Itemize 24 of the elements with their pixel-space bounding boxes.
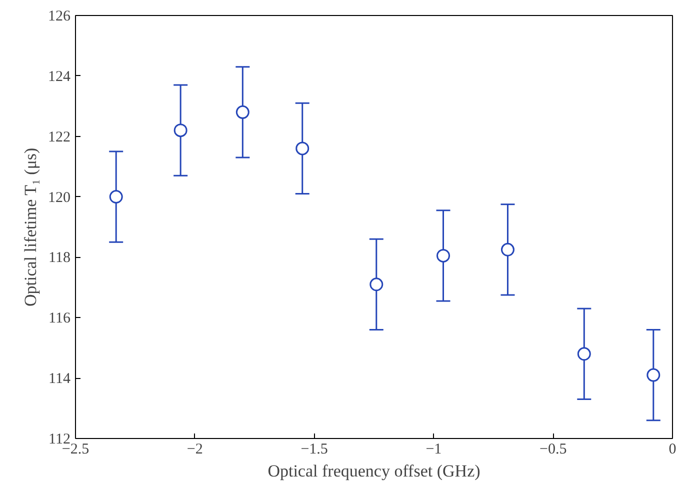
x-tick-label: 0	[668, 442, 676, 458]
y-tick-label: 124	[48, 68, 71, 85]
y-axis-title: Optical lifetime T₁ (μs)	[21, 148, 40, 307]
x-axis-title: Optical frequency offset (GHz)	[268, 462, 480, 480]
point	[500, 242, 514, 256]
point	[174, 124, 188, 138]
x-tick-label: −1	[426, 442, 442, 458]
point	[236, 105, 250, 119]
y-tick-label: 122	[48, 129, 70, 146]
y-tick-label: 126	[48, 8, 71, 24]
x-tick-label: −1.5	[300, 442, 328, 458]
y-tick-label: 118	[48, 250, 71, 266]
point	[646, 368, 660, 382]
point	[296, 142, 310, 156]
point	[577, 347, 591, 361]
y-tick-label: 120	[48, 190, 70, 206]
y-tick-label: 112	[48, 432, 71, 448]
point	[436, 248, 450, 262]
x-tick-label: −0.5	[539, 442, 567, 458]
x-tick-label: −2	[186, 442, 203, 458]
y-tick-label: 116	[48, 310, 71, 327]
point	[370, 278, 384, 292]
y-tick-label: 114	[48, 371, 71, 388]
point	[109, 190, 123, 204]
